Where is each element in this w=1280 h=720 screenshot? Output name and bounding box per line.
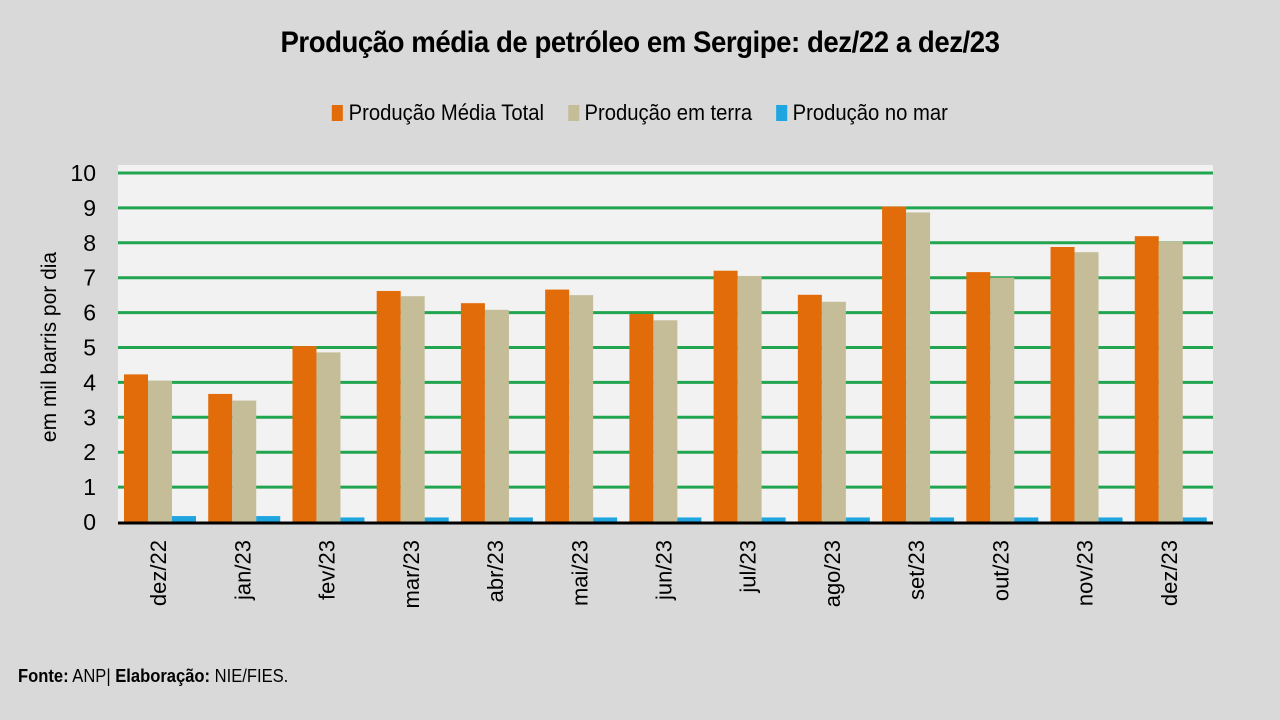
bar-total	[882, 206, 907, 522]
bar-total	[966, 272, 991, 522]
y-tick-label: 5	[83, 335, 96, 361]
y-tick-label: 9	[83, 195, 96, 221]
bar-terra	[1158, 241, 1183, 523]
legend-label-mar: Produção no mar	[792, 100, 948, 125]
bar-terra	[1074, 252, 1099, 522]
x-tick-label: abr/23	[483, 540, 508, 602]
bar-total	[1050, 246, 1075, 522]
bar-terra	[821, 301, 846, 522]
legend-label-total: Produção Média Total	[348, 100, 545, 125]
bar-mar	[172, 516, 196, 522]
x-tick-label: dez/22	[146, 540, 171, 606]
y-tick-label: 1	[83, 474, 96, 500]
x-tick-label: fev/23	[315, 540, 340, 600]
bar-total	[629, 313, 654, 522]
bar-terra	[400, 296, 425, 522]
bar-total	[124, 374, 148, 522]
bar-terra	[569, 295, 594, 522]
y-tick-label: 8	[83, 230, 96, 256]
bar-mar	[930, 517, 955, 522]
y-tick-label: 4	[83, 369, 96, 395]
bar-mar	[508, 517, 533, 522]
bar-mar	[424, 517, 449, 522]
legend: Produção Média Total Produção em terra P…	[51, 100, 1229, 126]
bar-total	[797, 294, 822, 522]
bar-total	[376, 290, 401, 522]
bar-total	[1134, 236, 1159, 522]
x-tick-label: set/23	[904, 540, 929, 600]
x-tick-label: ago/23	[820, 540, 845, 607]
x-tick-label: out/23	[988, 540, 1013, 601]
credit-value: NIE/FIES.	[214, 666, 289, 686]
x-tick-label: dez/23	[1157, 540, 1182, 606]
legend-label-terra: Produção em terra	[584, 100, 753, 125]
bar-terra	[148, 380, 172, 522]
bar-mar	[593, 517, 618, 522]
bar-mar	[677, 517, 702, 522]
bar-total	[713, 270, 738, 522]
source-value: ANP|	[72, 666, 111, 686]
legend-swatch-total	[332, 105, 344, 121]
bar-total	[545, 289, 570, 522]
legend-item-terra: Produção em terra	[567, 100, 753, 126]
bar-total	[292, 346, 317, 522]
bar-total	[460, 303, 485, 522]
bar-mar	[761, 517, 786, 522]
x-tick-label: jan/23	[230, 540, 255, 601]
bar-terra	[316, 352, 341, 522]
bar-mar	[845, 517, 870, 522]
source-label: Fonte:	[18, 666, 69, 686]
chart-title: Produção média de petróleo em Sergipe: d…	[280, 26, 1000, 59]
bar-terra	[906, 212, 931, 522]
credit-label: Elaboração:	[115, 666, 211, 686]
bar-terra	[990, 277, 1015, 522]
legend-item-total: Produção Média Total	[332, 100, 544, 126]
bar-mar	[1182, 517, 1207, 522]
legend-swatch-terra	[567, 105, 580, 121]
bar-mar	[256, 516, 281, 522]
y-tick-label: 10	[70, 160, 96, 186]
bar-mar	[1098, 517, 1123, 522]
y-tick-label: 6	[83, 300, 96, 326]
source-note: Fonte: ANP| Elaboração: NIE/FIES.	[18, 666, 288, 687]
bar-terra	[737, 275, 762, 522]
x-tick-label: mar/23	[399, 540, 424, 608]
legend-item-mar: Produção no mar	[776, 100, 948, 126]
y-tick-label: 0	[83, 509, 96, 535]
bar-terra	[484, 309, 509, 522]
y-tick-label: 2	[83, 439, 96, 465]
legend-swatch-mar	[776, 105, 788, 121]
x-tick-label: mai/23	[567, 540, 592, 606]
y-tick-label: 7	[83, 265, 96, 291]
y-axis-label: em mil barris por dia	[38, 252, 61, 443]
x-tick-label: nov/23	[1073, 540, 1098, 606]
bar-mar	[1014, 517, 1039, 522]
bar-terra	[653, 320, 678, 522]
y-tick-label: 3	[83, 404, 96, 430]
x-tick-label: jul/23	[736, 540, 761, 594]
bar-mar	[340, 517, 365, 522]
x-tick-label: jun/23	[652, 540, 677, 601]
bar-terra	[232, 400, 257, 522]
bar-total	[208, 393, 233, 522]
